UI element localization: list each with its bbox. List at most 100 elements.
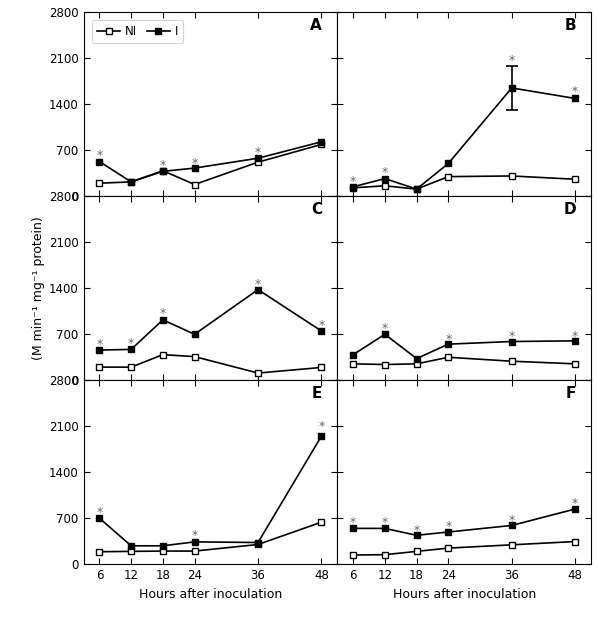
I xyxy=(508,338,515,345)
I xyxy=(96,515,103,522)
I xyxy=(571,337,578,345)
NI xyxy=(350,551,357,559)
NI xyxy=(381,182,389,190)
I xyxy=(318,327,325,335)
Text: *: * xyxy=(350,175,356,188)
Line: NI: NI xyxy=(96,141,325,188)
Text: *: * xyxy=(381,322,388,335)
Line: NI: NI xyxy=(96,351,325,376)
I xyxy=(445,340,452,348)
Text: *: * xyxy=(414,524,420,537)
Line: I: I xyxy=(96,433,325,549)
Text: *: * xyxy=(255,146,261,159)
I xyxy=(128,346,135,353)
I xyxy=(318,432,325,440)
I xyxy=(191,164,198,172)
NI xyxy=(318,518,325,526)
Line: I: I xyxy=(96,286,325,353)
I xyxy=(350,351,357,358)
I xyxy=(128,542,135,549)
I xyxy=(159,542,167,549)
Text: F: F xyxy=(565,386,576,401)
NI xyxy=(254,159,261,166)
NI xyxy=(254,370,261,377)
I xyxy=(508,84,515,92)
Line: I: I xyxy=(350,331,578,362)
Legend: NI, I: NI, I xyxy=(92,20,183,43)
Text: *: * xyxy=(318,420,325,433)
NI xyxy=(413,360,420,368)
Text: *: * xyxy=(509,54,515,67)
I xyxy=(191,538,198,546)
Text: *: * xyxy=(96,506,103,519)
Text: *: * xyxy=(445,520,451,533)
NI xyxy=(128,547,135,555)
Text: *: * xyxy=(192,529,198,542)
NI xyxy=(508,172,515,180)
X-axis label: Hours after inoculation: Hours after inoculation xyxy=(393,588,536,601)
NI xyxy=(159,167,167,174)
I xyxy=(96,158,103,166)
Text: *: * xyxy=(381,166,388,179)
NI xyxy=(191,181,198,188)
Text: *: * xyxy=(381,516,388,529)
NI xyxy=(96,548,103,556)
Text: *: * xyxy=(572,85,578,98)
Text: *: * xyxy=(128,337,134,350)
Text: *: * xyxy=(96,149,103,162)
I xyxy=(413,531,420,539)
NI xyxy=(571,538,578,545)
I xyxy=(381,175,389,182)
NI xyxy=(413,547,420,555)
Text: *: * xyxy=(160,159,166,172)
I xyxy=(254,286,261,293)
Text: A: A xyxy=(310,18,322,33)
I xyxy=(413,355,420,362)
NI xyxy=(159,351,167,358)
NI xyxy=(508,358,515,365)
I xyxy=(350,525,357,532)
NI xyxy=(96,179,103,187)
I xyxy=(159,316,167,324)
NI xyxy=(445,173,452,180)
I xyxy=(254,539,261,546)
NI xyxy=(128,363,135,371)
Text: *: * xyxy=(572,497,578,510)
Text: *: * xyxy=(318,319,325,332)
I xyxy=(445,160,452,167)
Line: NI: NI xyxy=(350,172,578,193)
I xyxy=(159,167,167,175)
I xyxy=(96,347,103,354)
NI xyxy=(318,364,325,371)
NI xyxy=(571,360,578,368)
Text: *: * xyxy=(572,330,578,343)
I xyxy=(128,178,135,185)
Text: *: * xyxy=(255,278,261,291)
I xyxy=(508,521,515,529)
NI xyxy=(254,541,261,548)
I xyxy=(191,330,198,338)
NI xyxy=(445,353,452,361)
I xyxy=(350,183,357,190)
Line: I: I xyxy=(96,138,325,185)
X-axis label: Hours after inoculation: Hours after inoculation xyxy=(139,588,282,601)
I xyxy=(381,525,389,532)
NI xyxy=(159,547,167,555)
NI xyxy=(508,541,515,549)
NI xyxy=(381,361,389,368)
I xyxy=(318,138,325,146)
Text: C: C xyxy=(311,202,322,217)
I xyxy=(254,154,261,162)
Text: *: * xyxy=(350,516,356,529)
I xyxy=(381,330,389,338)
NI xyxy=(445,544,452,552)
Text: *: * xyxy=(96,338,103,351)
Text: D: D xyxy=(563,202,576,217)
Text: *: * xyxy=(445,333,451,346)
I xyxy=(413,185,420,193)
NI xyxy=(191,547,198,555)
NI xyxy=(128,178,135,185)
Text: *: * xyxy=(509,514,515,527)
NI xyxy=(318,141,325,148)
NI xyxy=(571,175,578,183)
